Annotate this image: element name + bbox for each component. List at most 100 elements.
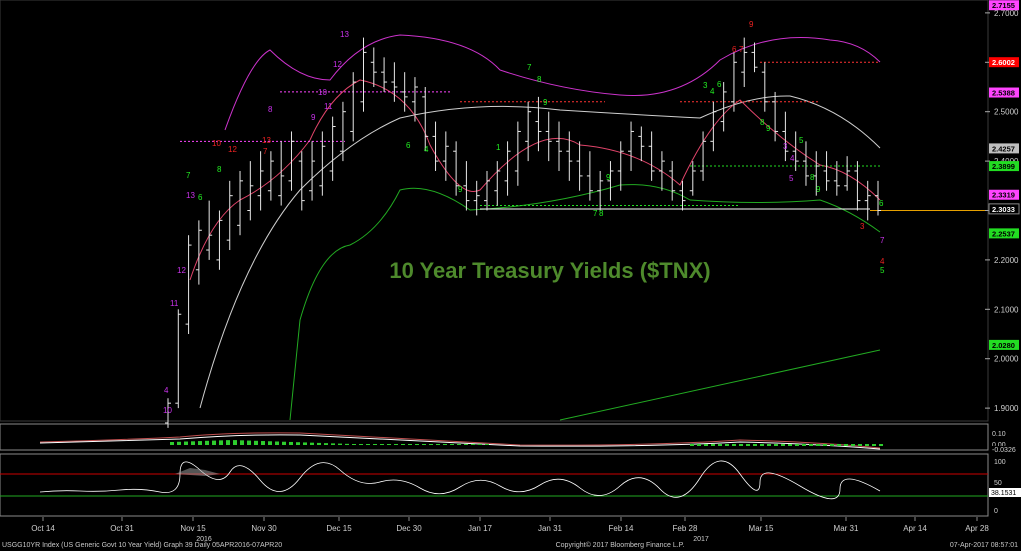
price-bar-5 [216,210,223,270]
hist-bar [338,443,342,445]
hist-bar [823,444,827,446]
price-bar-29 [463,161,470,211]
hist-bar [247,440,251,445]
hist-bar [373,444,377,445]
price-bar-6 [226,180,233,251]
seq_green-count-5: 9 [458,185,463,194]
x-tick-label-5: Dec 30 [396,524,422,533]
price-bar-2 [185,235,192,335]
price-bar-49 [669,161,676,201]
seq_green-count-0: 7 [186,171,191,180]
seq_green-count-17: 9 [766,124,771,133]
seq_purple-count-12: 4 [790,154,795,163]
seq_red-count-0: 10 [212,139,221,148]
hist-bar [809,444,813,446]
hist-bar [802,444,806,446]
hist-bar [303,442,307,445]
seq_green-count-1: 6 [198,193,203,202]
macd-signal-line [39,434,881,450]
price-bar-43 [607,161,614,201]
hist-bar [254,440,258,445]
hist-bar [191,441,195,445]
price-bar-64 [823,151,830,191]
seq_green-count-20: 9 [816,185,821,194]
seq_green-count-15: 6 [717,80,722,89]
hist-bar [746,444,750,446]
seq_purple-count-2: 10 [318,88,327,97]
price-bar-40 [576,141,583,191]
hist-bar [352,444,356,445]
price-bar-20 [370,47,377,87]
value-label-box-2 [989,87,1019,98]
seq_red-count-2: 13 [262,136,271,145]
price-bar-44 [617,141,624,191]
seq_green-count-14: 4 [710,87,715,96]
price-bar-18 [350,72,357,142]
rsi-panel-frame [0,453,989,517]
hist-bar [296,442,300,445]
x-tick-label-4: Dec 15 [326,524,352,533]
hist-bar [450,444,454,445]
price-bar-59 [772,91,779,142]
price-bar-42 [597,170,604,211]
price-bar-41 [586,151,593,201]
hist-bar [310,442,314,445]
hist-bar [345,443,349,445]
x-tick-label-3: Nov 30 [251,524,277,533]
hist-bar [380,444,384,445]
value-label-box-6 [988,203,1020,215]
seq_red-count-4: 6 [732,45,737,54]
seq_green-count-19: 8 [810,173,815,182]
x-tick-label-13: Apr 28 [965,524,989,533]
mid-band-line [189,79,881,281]
price-bar-19 [360,37,367,112]
rsi-value: 38.1531 [991,490,1016,497]
value-label-5: 2.3319 [992,191,1015,200]
sma-50-line [199,95,881,409]
seq_green-count-13: 3 [703,81,708,90]
hist-bar [781,444,785,446]
price-bar-56 [741,37,748,87]
value-label-6: 2.3033 [992,205,1015,214]
seq_purple-count-10: 11 [170,299,179,308]
year-label-1: 2017 [693,536,709,543]
price-bar-58 [761,62,768,112]
hist-bar [753,444,757,446]
x-tick-label-0: Oct 14 [31,524,55,533]
hist-bar [205,440,209,445]
price-bar-55 [730,52,737,112]
hist-bar [471,444,475,445]
price-bar-30 [473,180,480,216]
price-bar-61 [792,131,799,171]
hist-bar [690,444,694,446]
seq_red-count-7: 4 [880,257,885,266]
seq_red-count-1: 12 [228,145,237,154]
macd-tick-2: 0.00 [992,442,1006,449]
seq_green-count-7: 7 [527,63,532,72]
hist-bar [261,441,265,445]
hist-bar [289,441,293,445]
hist-bar [704,444,708,446]
hist-bar [177,441,181,445]
seq_green-count-22: 5 [880,266,885,275]
y-tick-label-2: 2.5000 [994,108,1019,117]
price-bar-38 [556,121,563,171]
price-bar-7 [237,170,244,236]
seq_red-count-8: 3 [860,222,865,231]
seq_purple-count-13: 5 [789,174,794,183]
hist-bar [443,444,447,445]
hist-bar [844,444,848,446]
seq_purple-count-9: 12 [177,266,186,275]
hist-bar [422,444,426,445]
hist-bar [275,441,279,445]
seq_green-count-12: 8 [599,209,604,218]
hist-bar [429,444,433,445]
rsi-line [39,460,881,500]
hist-bar [478,444,482,445]
seq_green-count-16: 8 [760,118,765,127]
seq_green-count-18: 5 [799,136,804,145]
price-bar-68 [864,180,871,221]
hist-bar [837,444,841,446]
value-label-box-1 [989,57,1019,68]
